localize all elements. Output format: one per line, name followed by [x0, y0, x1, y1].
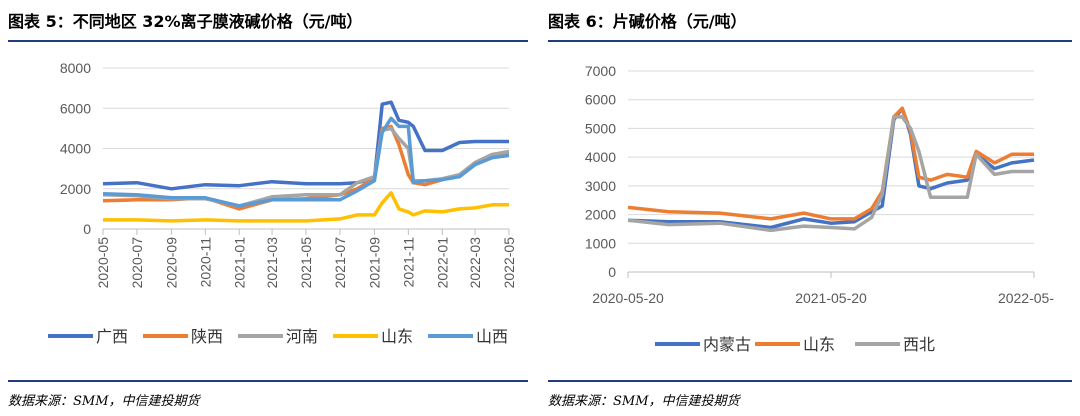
legend-label: 山东 — [803, 335, 835, 354]
x-tick-label: 2021-01 — [231, 237, 247, 289]
chart-6-title: 图表 6：片碱价格（元/吨） — [548, 12, 747, 31]
title-divider — [548, 40, 1072, 42]
x-tick-label: 2022-05 — [501, 237, 517, 289]
chart-6-source: 数据来源：SMM，中信建投期货 — [548, 394, 740, 409]
series-line-广西 — [102, 100, 509, 191]
legend-label: 广西 — [96, 327, 128, 346]
legend-label: 陕西 — [191, 327, 223, 346]
y-tick-label: 8000 — [60, 60, 91, 76]
x-tick-label: 2020-05-20 — [592, 290, 664, 306]
x-tick-label: 2020-07 — [129, 237, 145, 289]
y-tick-label: 2000 — [585, 207, 616, 223]
x-tick-label: 2021-05-20 — [795, 290, 867, 306]
y-tick-label: 2000 — [60, 181, 91, 197]
y-tick-label: 0 — [608, 264, 616, 280]
x-tick-label: 2021-11 — [400, 237, 416, 288]
series-line-山西 — [102, 116, 510, 208]
legend-label: 河南 — [286, 327, 318, 346]
series-line-山东 — [103, 191, 509, 223]
legend-label: 西北 — [903, 335, 935, 354]
x-tick-label: 2022-05- — [998, 290, 1054, 306]
series-line-河南 — [102, 126, 510, 208]
legend-label: 山西 — [476, 327, 508, 346]
y-tick-label: 4000 — [585, 149, 616, 165]
series-line-西北 — [627, 115, 1034, 233]
legend-label: 内蒙古 — [703, 335, 751, 354]
x-tick-label: 2020-09 — [163, 237, 179, 289]
x-tick-label: 2022-03 — [467, 237, 483, 289]
x-tick-label: 2021-03 — [264, 237, 280, 289]
y-tick-label: 6000 — [60, 100, 91, 116]
x-tick-label: 2021-07 — [332, 237, 348, 289]
y-tick-label: 3000 — [585, 178, 616, 194]
x-tick-label: 2020-05 — [95, 237, 111, 289]
legend-label: 山东 — [381, 327, 413, 346]
y-tick-label: 4000 — [60, 141, 91, 157]
y-tick-label: 1000 — [585, 235, 616, 251]
title-divider — [8, 40, 528, 42]
y-tick-label: 6000 — [585, 92, 616, 108]
source-divider — [8, 380, 528, 382]
y-tick-label: 0 — [83, 221, 91, 237]
chart-5-source: 数据来源：SMM，中信建投期货 — [8, 394, 200, 409]
x-tick-label: 2021-05 — [298, 237, 314, 289]
chart-5-title: 图表 5：不同地区 32%离子膜液碱价格（元/吨） — [8, 12, 363, 31]
x-tick-label: 2020-11 — [197, 237, 213, 288]
y-tick-label: 7000 — [585, 63, 616, 79]
y-tick-label: 5000 — [585, 120, 616, 136]
x-tick-label: 2021-09 — [366, 237, 382, 289]
source-divider — [548, 380, 1072, 382]
x-tick-label: 2022-01 — [434, 237, 450, 289]
